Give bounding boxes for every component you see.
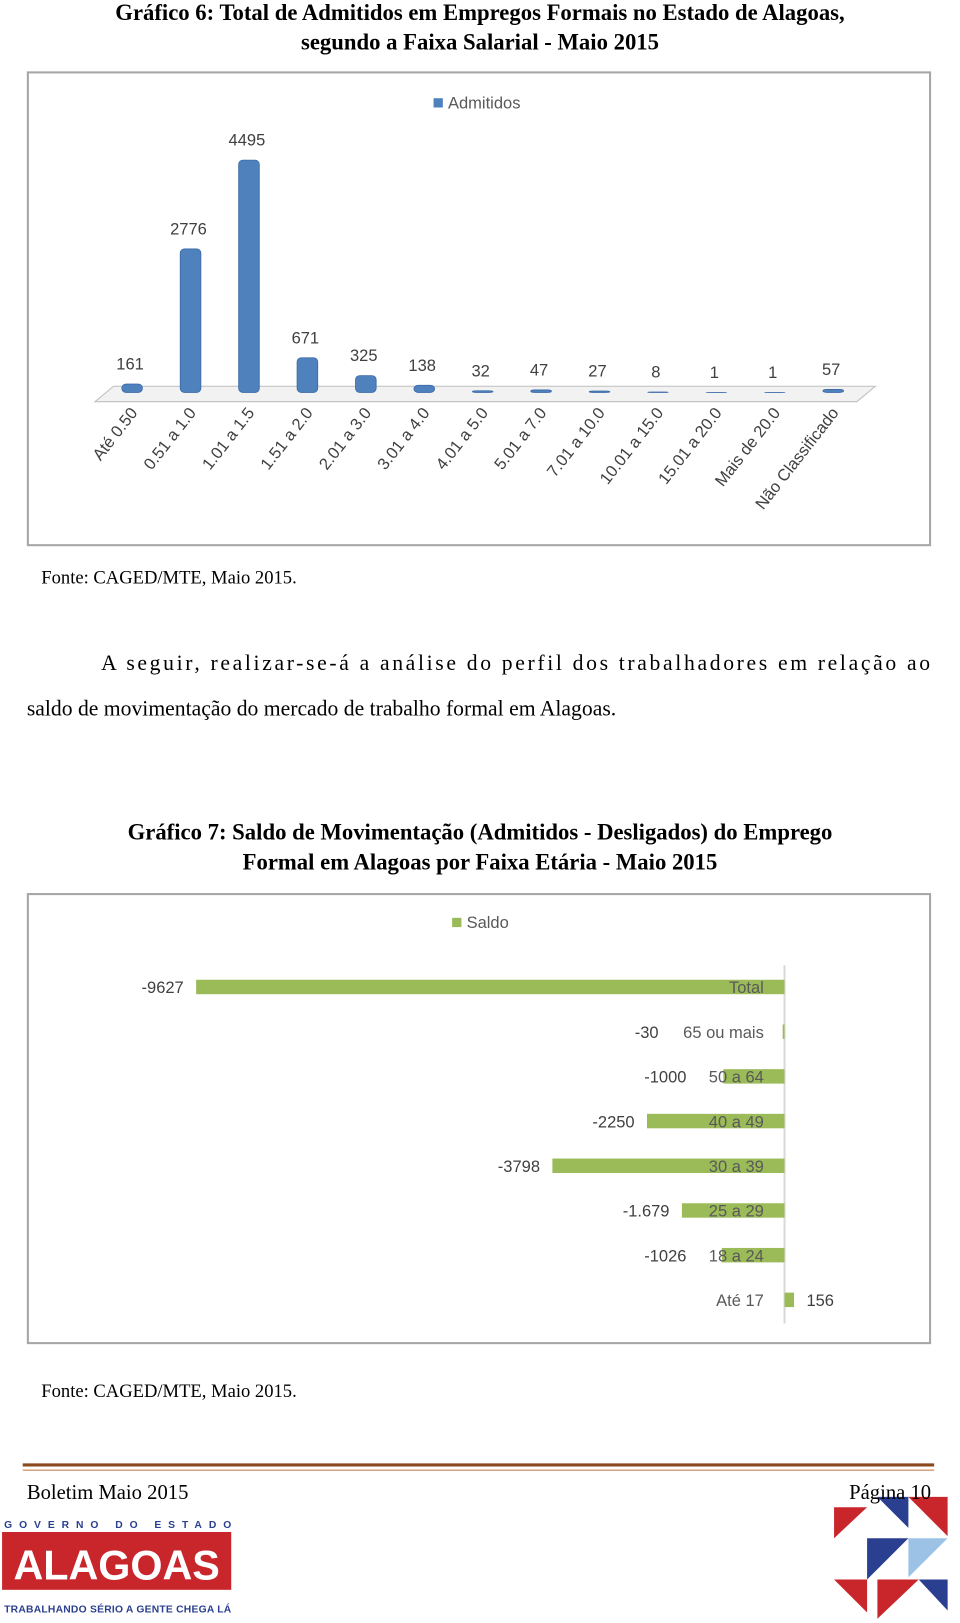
logo-name: ALAGOAS <box>13 1542 219 1588</box>
triangle <box>834 1507 868 1539</box>
category-label: Até 17 <box>716 1292 764 1310</box>
bar <box>413 384 435 393</box>
data-label: 47 <box>530 362 548 380</box>
legend-swatch <box>433 98 443 108</box>
category-label: 18 a 24 <box>709 1247 764 1265</box>
data-label: 161 <box>116 356 144 374</box>
data-label: 32 <box>471 362 489 380</box>
data-label: 27 <box>588 363 606 381</box>
footer-left: Boletim Maio 2015 <box>27 1482 189 1504</box>
data-label: -3798 <box>498 1158 540 1176</box>
data-label: 2776 <box>170 221 207 239</box>
bar <box>552 1158 785 1173</box>
bar <box>784 1292 795 1308</box>
category-label: 25 a 29 <box>709 1203 764 1221</box>
data-label: 325 <box>350 347 378 365</box>
triangle <box>834 1579 868 1613</box>
bar <box>681 1203 785 1218</box>
data-label: 1 <box>710 364 719 382</box>
category-label: 65 ou mais <box>683 1024 764 1042</box>
data-label: -9627 <box>142 979 184 997</box>
bar <box>238 159 260 393</box>
bar <box>723 1069 785 1084</box>
data-label: 156 <box>806 1292 834 1310</box>
bar <box>121 383 143 393</box>
source: Fonte: CAGED/MTE, Maio 2015. <box>41 1381 296 1402</box>
data-label: 138 <box>408 357 436 375</box>
legend-label: Saldo <box>467 914 509 932</box>
legend-label: Admitidos <box>448 95 520 113</box>
bar <box>355 375 377 393</box>
logo-slogan: TRABALHANDO SÉRIO A GENTE CHEGA LÁ <box>4 1603 232 1616</box>
category-label: 30 a 39 <box>709 1158 764 1176</box>
data-label: -30 <box>635 1024 659 1042</box>
bar <box>822 389 844 393</box>
chart-title: Gráfico 6: Total de Admitidos em Emprego… <box>115 0 844 25</box>
triangle <box>877 1579 919 1619</box>
chart-frame <box>26 71 932 547</box>
bar <box>782 1024 785 1039</box>
logo-box <box>2 1532 232 1590</box>
bar <box>646 1113 785 1129</box>
triangle <box>918 1579 948 1611</box>
bar <box>296 357 319 393</box>
data-label: 8 <box>651 364 660 382</box>
bar <box>196 979 785 995</box>
chart-title: Gráfico 7: Saldo de Movimentação (Admiti… <box>128 819 833 844</box>
logo-top: GOVERNO DO ESTADO <box>4 1520 231 1531</box>
data-label: 57 <box>822 361 840 379</box>
triangle <box>867 1538 909 1580</box>
triangle <box>908 1496 948 1537</box>
data-label: 671 <box>292 329 320 347</box>
data-label: -2250 <box>592 1113 634 1131</box>
category-label: Total <box>729 979 764 997</box>
bar <box>530 389 552 393</box>
chart-title: Formal em Alagoas por Faixa Etária - Mai… <box>243 849 718 874</box>
data-label: -1026 <box>644 1247 686 1265</box>
chart-title: segundo a Faixa Salarial - Maio 2015 <box>301 30 659 55</box>
triangle <box>877 1496 909 1528</box>
paragraph-line: A seguir, realizar-se-á a análise do per… <box>101 651 930 675</box>
chart-floor <box>93 385 877 403</box>
bar <box>179 248 202 393</box>
source: Fonte: CAGED/MTE, Maio 2015. <box>41 567 296 588</box>
paragraph-line: saldo de movimentação do mercado de trab… <box>27 696 616 720</box>
category-label: 40 a 49 <box>709 1113 764 1131</box>
chart-frame <box>26 893 932 1345</box>
category-label: 50 a 64 <box>709 1069 764 1087</box>
data-label: -1000 <box>644 1069 686 1087</box>
triangle <box>908 1538 948 1578</box>
data-label: -1.679 <box>623 1203 670 1221</box>
bar <box>721 1247 785 1263</box>
footer-right: Página 10 <box>849 1482 931 1504</box>
bar <box>588 390 611 393</box>
data-label: 1 <box>768 364 777 382</box>
bar <box>471 390 494 393</box>
legend-swatch <box>452 917 462 928</box>
data-label: 4495 <box>229 132 266 150</box>
